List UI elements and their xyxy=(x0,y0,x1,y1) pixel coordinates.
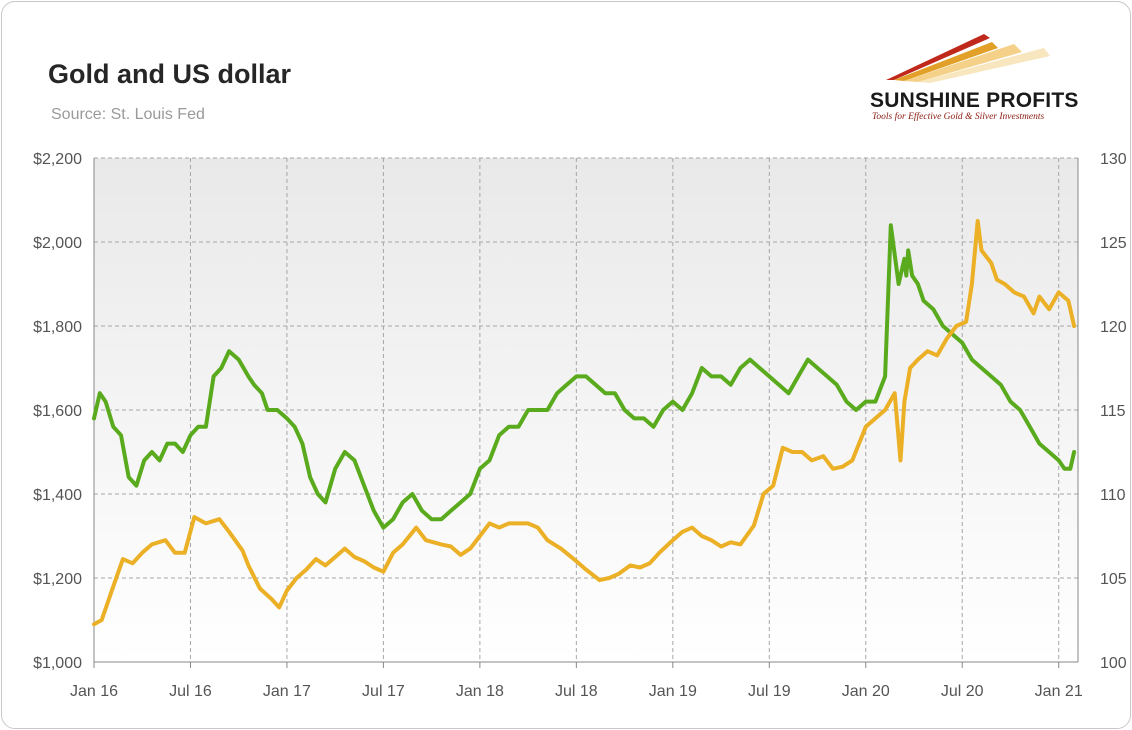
y-right-tick-label: 115 xyxy=(1100,403,1126,420)
x-tick-label: Jan 21 xyxy=(1035,683,1083,700)
y-right-tick-label: 120 xyxy=(1100,319,1127,336)
x-tick-label: Jan 16 xyxy=(70,683,118,700)
gridlines xyxy=(94,157,1078,662)
y-right-tick-label: 100 xyxy=(1100,655,1127,672)
sunshine-profits-logo: SUNSHINE PROFITS Tools for Effective Gol… xyxy=(864,26,1094,126)
y-left-tick-label: $2,200 xyxy=(33,151,82,168)
x-tick-label: Jul 19 xyxy=(748,683,791,700)
x-tick-label: Jan 17 xyxy=(263,683,311,700)
chart-title: Gold and US dollar xyxy=(48,59,292,89)
logo-tagline: Tools for Effective Gold & Silver Invest… xyxy=(872,112,1045,122)
x-tick-label: Jan 20 xyxy=(842,683,890,700)
y-right-tick-label: 130 xyxy=(1100,151,1127,168)
x-tick-label: Jul 20 xyxy=(941,683,984,700)
y-left-tick-label: $1,800 xyxy=(33,319,82,336)
logo-name: SUNSHINE PROFITS xyxy=(870,89,1079,112)
x-tick-label: Jul 17 xyxy=(362,683,405,700)
y-right-tick-label: 110 xyxy=(1100,487,1126,504)
y-left-tick-label: $1,000 xyxy=(33,655,82,672)
tick-labels: $1,000 100 $1,200 105 $1,400 110 $1,600 115 $1,8… xyxy=(33,151,1127,700)
y-left-tick-label: $1,600 xyxy=(33,403,82,420)
y-left-tick-label: $1,400 xyxy=(33,487,82,504)
y-left-tick-label: $1,200 xyxy=(33,571,82,588)
chart-subtitle: Source: St. Louis Fed xyxy=(51,106,205,123)
x-tick-label: Jul 18 xyxy=(555,683,598,700)
y-right-tick-label: 105 xyxy=(1100,571,1127,588)
x-tick-label: Jan 18 xyxy=(456,683,504,700)
x-tick-label: Jul 16 xyxy=(169,683,212,700)
logo-swoosh-icon xyxy=(886,34,1050,83)
x-tick-label: Jan 19 xyxy=(649,683,697,700)
dollar-series-line xyxy=(92,223,1077,530)
y-right-tick-label: 125 xyxy=(1100,235,1127,252)
gold-series-line xyxy=(92,219,1077,627)
series-lines xyxy=(92,219,1077,627)
y-left-tick-label: $2,000 xyxy=(33,235,82,252)
